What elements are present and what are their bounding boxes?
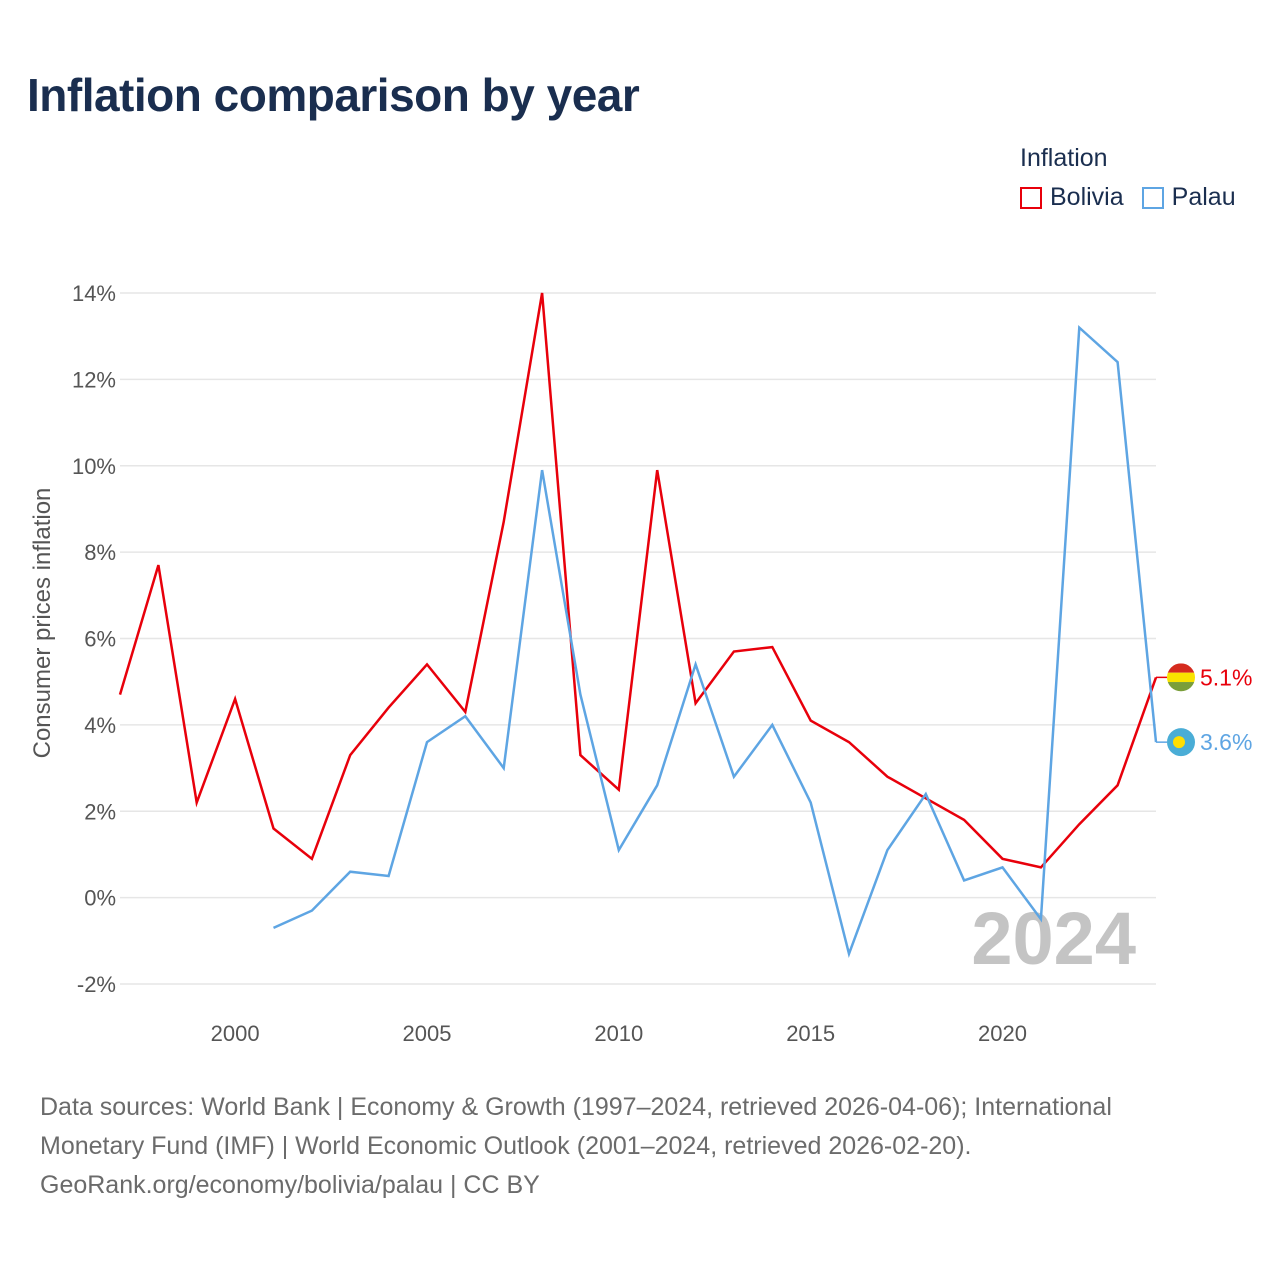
footer-attribution: GeoRank.org/economy/bolivia/palau | CC B… <box>40 1171 540 1199</box>
end-value-label-palau: 3.6% <box>1200 729 1252 755</box>
footer-sources-line2: Monetary Fund (IMF) | World Economic Out… <box>40 1132 972 1160</box>
legend-swatch-palau <box>1141 186 1164 209</box>
legend-title: Inflation <box>1020 144 1108 172</box>
legend-item-palau[interactable]: Palau <box>1141 183 1236 212</box>
x-tick-label: 2005 <box>402 1021 451 1046</box>
flag-palau-icon <box>1167 728 1195 757</box>
flag-bolivia-icon <box>1167 663 1195 692</box>
legend-label-bolivia: Bolivia <box>1050 183 1124 211</box>
x-tick-label: 2020 <box>978 1021 1027 1046</box>
series-line-bolivia <box>118 292 1158 869</box>
y-tick-label: 12% <box>72 367 116 392</box>
y-tick-label: 4% <box>84 713 116 738</box>
y-axis-label: Consumer prices inflation <box>29 488 56 759</box>
y-axis-ticks: -2% 0% 2% 4% 6% 8% 10% 12% 14% <box>72 281 116 997</box>
year-watermark: 2024 <box>971 897 1136 980</box>
x-tick-label: 2010 <box>594 1021 643 1046</box>
legend-swatch-bolivia <box>1020 186 1042 209</box>
x-tick-label: 2015 <box>786 1021 835 1046</box>
legend-item-bolivia[interactable]: Bolivia <box>1020 183 1124 212</box>
grid-lines <box>120 292 1156 985</box>
y-tick-label: 6% <box>84 627 116 652</box>
end-markers: 5.1% 3.6% <box>1156 663 1252 757</box>
y-tick-label: 8% <box>84 540 116 565</box>
line-chart: -2%0%2%4%6%8%10%12%14% 2000 2005 2010 2015 2… <box>29 281 1252 1046</box>
footer-sources-line1: Data sources: World Bank | Economy & Gro… <box>40 1093 1112 1121</box>
series-line-palau <box>272 324 1158 959</box>
y-tick-label: 14% <box>72 281 116 306</box>
y-tick-label: 2% <box>84 799 116 824</box>
y-tick-label: -2% <box>77 972 116 997</box>
y-tick-label: 10% <box>72 454 116 479</box>
series-group <box>118 292 1158 959</box>
footer: Data sources: World Bank | Economy & Gro… <box>40 1088 1240 1205</box>
x-tick-label: 2000 <box>211 1021 260 1046</box>
x-axis-ticks: 2000 2005 2010 2015 2020 <box>211 1021 1027 1046</box>
legend-label-palau: Palau <box>1171 183 1236 211</box>
y-tick-label: 0% <box>84 886 116 911</box>
chart-title: Inflation comparison by year <box>27 69 640 121</box>
end-value-label-bolivia: 5.1% <box>1200 664 1252 690</box>
legend: Inflation Bolivia Palau <box>1020 144 1254 212</box>
